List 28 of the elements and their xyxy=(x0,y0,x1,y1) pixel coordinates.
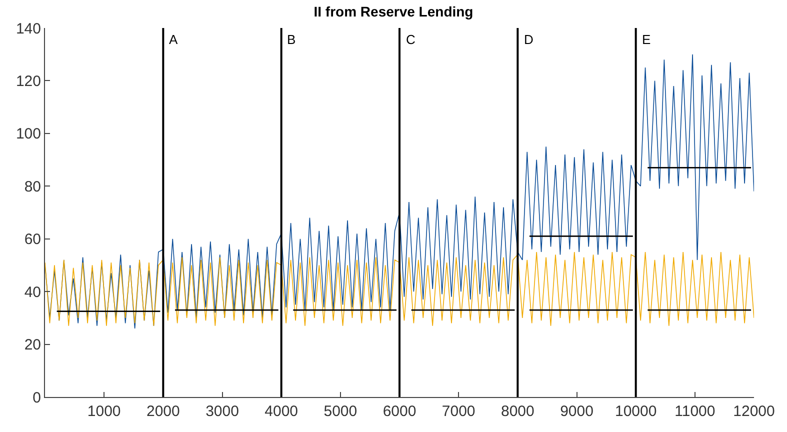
x-tick-label: 11000 xyxy=(674,403,716,420)
y-tick-label: 40 xyxy=(24,284,41,301)
x-tick-label: 6000 xyxy=(382,403,416,420)
ref-line-label: B xyxy=(287,32,296,47)
ref-line-label: E xyxy=(642,32,651,47)
x-tick-label: 5000 xyxy=(324,403,358,420)
y-tick-label: 120 xyxy=(16,72,41,90)
x-tick-label: 2000 xyxy=(146,403,180,420)
x-tick-label: 7000 xyxy=(442,403,476,420)
line-series xyxy=(45,252,754,326)
y-tick-label: 80 xyxy=(24,178,41,196)
ref-line-label: C xyxy=(406,32,416,47)
x-tick-label: 4000 xyxy=(264,403,298,420)
x-tick-label: 9000 xyxy=(560,403,594,420)
y-tick-label: 20 xyxy=(24,336,41,354)
x-tick-label: 8000 xyxy=(500,403,534,420)
y-tick-label: 60 xyxy=(24,231,41,248)
x-tick-label: 1000 xyxy=(87,403,121,420)
y-tick-label: 140 xyxy=(16,20,41,38)
line-series xyxy=(45,54,754,329)
x-tick-label: 3000 xyxy=(206,403,239,420)
chart-title: II from Reserve Lending xyxy=(314,3,474,20)
y-tick-label: 100 xyxy=(16,126,41,143)
x-tick-label: 10000 xyxy=(614,403,657,420)
ref-line-label: D xyxy=(524,32,534,47)
y-tick-label: 0 xyxy=(32,389,41,406)
x-tick-label: 12000 xyxy=(733,403,775,420)
ref-line-label: A xyxy=(169,32,178,47)
